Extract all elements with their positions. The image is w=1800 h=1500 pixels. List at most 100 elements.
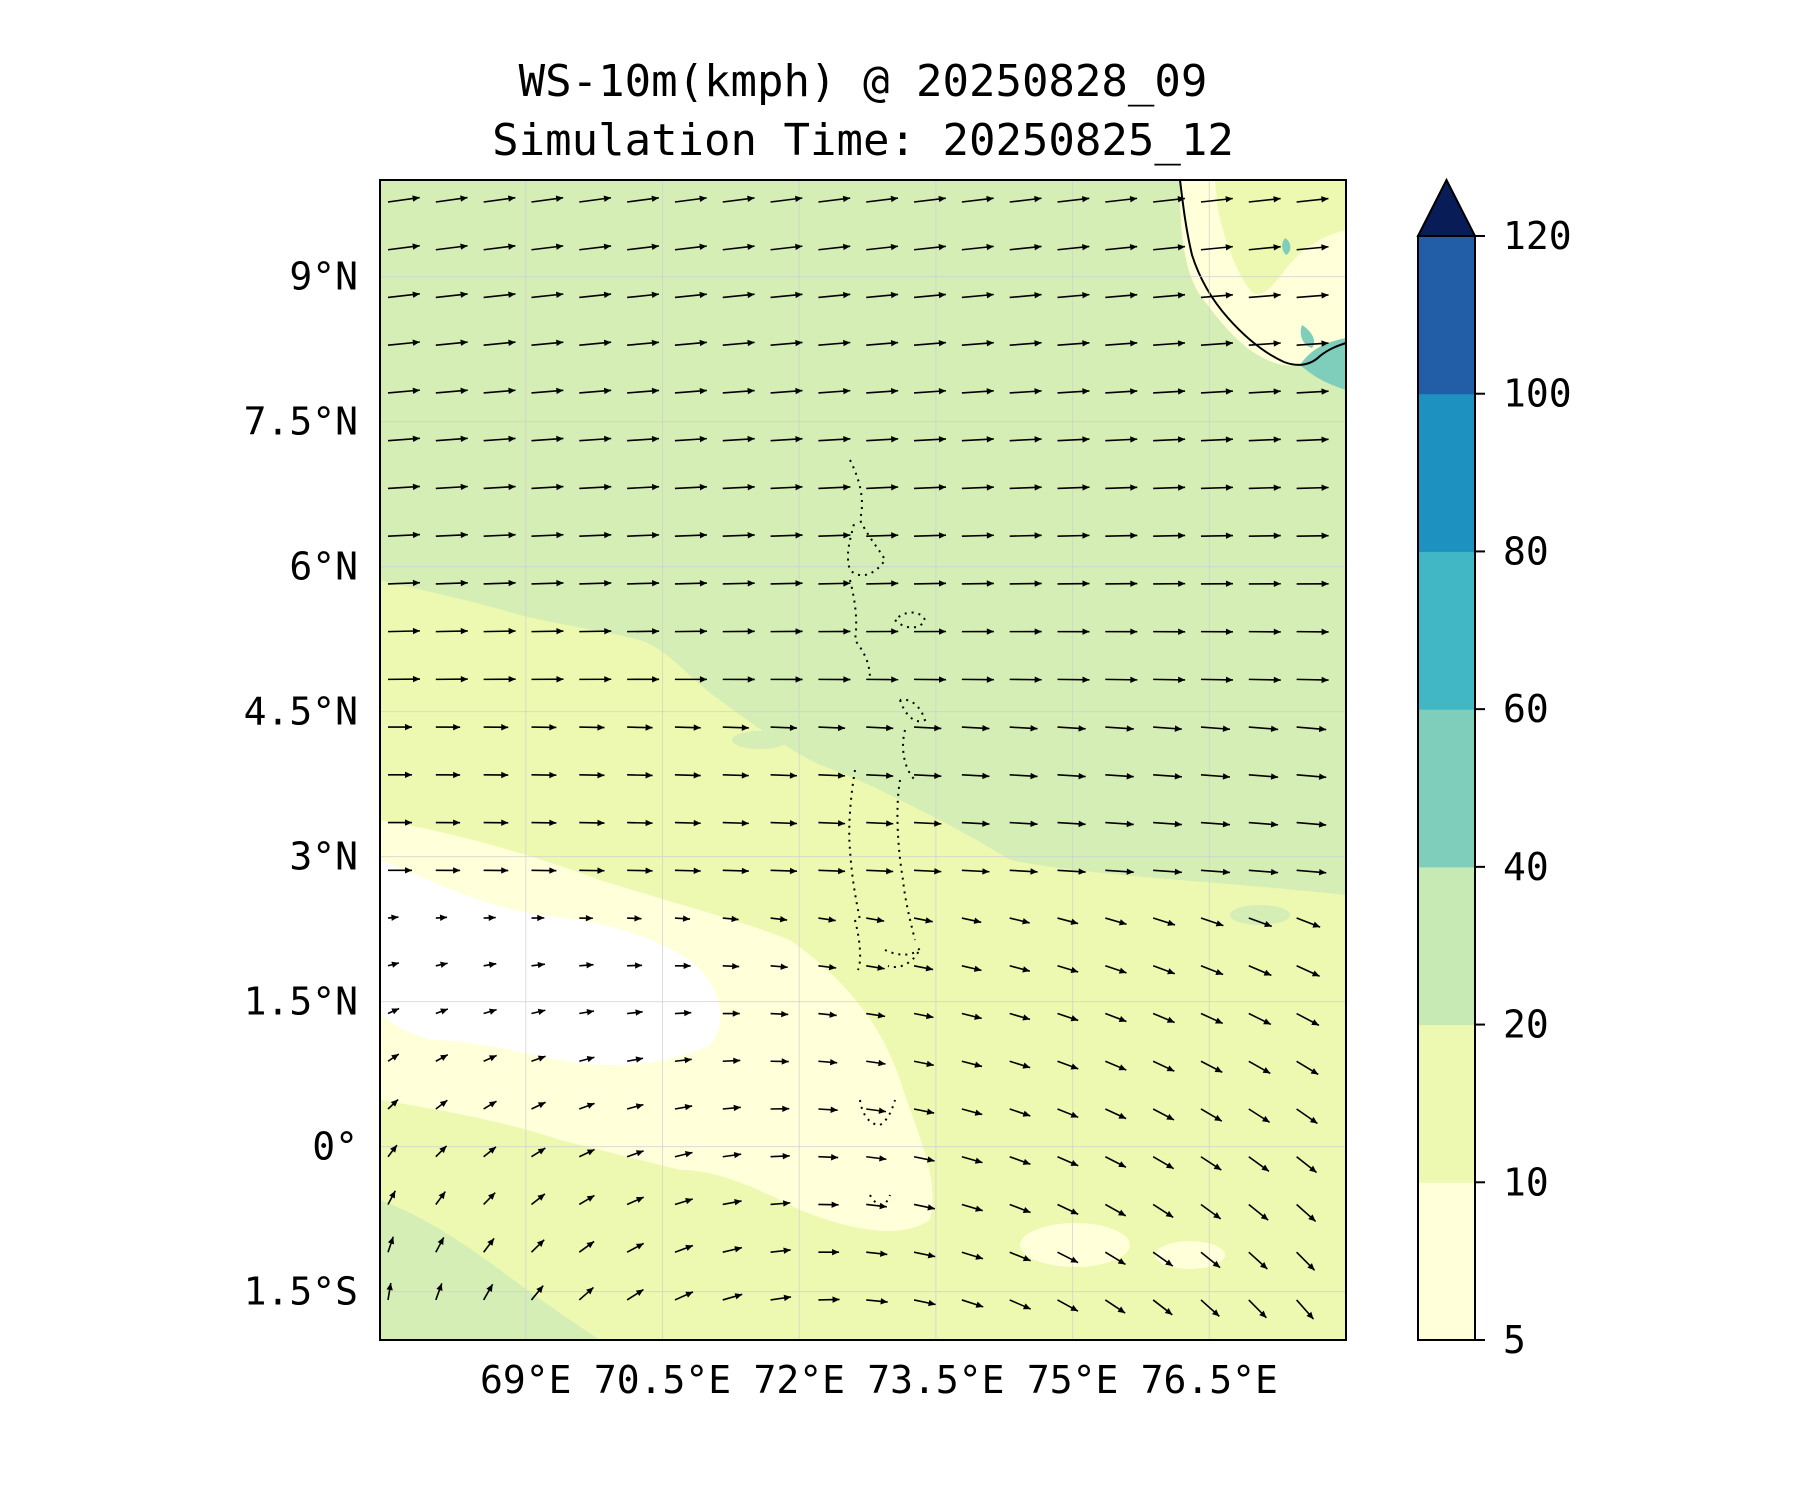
wind-vector-arrow: [1105, 484, 1138, 491]
wind-vector-arrow: [387, 1236, 395, 1253]
wind-vector-arrow: [531, 195, 564, 203]
wind-vector-arrow: [579, 483, 612, 491]
wind-vector-arrow: [579, 676, 612, 683]
wind-vector-arrow: [866, 1012, 886, 1019]
wind-vector-arrow: [1200, 628, 1233, 635]
wind-vector-arrow: [483, 579, 516, 587]
wind-vector-arrow: [1296, 869, 1327, 876]
wind-vector-arrow: [1009, 1251, 1031, 1262]
wind-vector-arrow: [674, 243, 707, 251]
wind-vector-arrow: [722, 483, 755, 491]
wind-vector-arrow: [913, 388, 947, 395]
wind-vector-arrow: [866, 628, 899, 635]
wind-vector-arrow: [674, 531, 707, 539]
wind-vector-arrow: [387, 339, 420, 347]
wind-vector-arrow: [626, 1196, 645, 1206]
wind-vector-arrow: [1248, 532, 1281, 539]
wind-vector-arrow: [866, 195, 899, 203]
wind-vector-arrow: [1200, 821, 1231, 828]
wind-vector-arrow: [1105, 1060, 1127, 1071]
wind-vector-arrow: [818, 387, 851, 395]
wind-vector-arrow: [818, 339, 851, 347]
wind-vector-arrow: [579, 339, 612, 347]
wind-vector-arrow: [1248, 340, 1281, 347]
wind-vector-arrow: [1057, 580, 1090, 587]
wind-vector-arrow: [722, 676, 755, 683]
wind-vector-arrow: [1105, 868, 1134, 875]
wind-vector-arrow: [770, 1058, 789, 1065]
wind-vector-arrow: [1296, 340, 1329, 347]
wind-vector-arrow: [961, 388, 994, 395]
wind-vector-arrow: [483, 243, 516, 251]
wind-field-patch: [1230, 905, 1290, 925]
wind-vector-arrow: [1104, 1251, 1126, 1266]
wind-vector-arrow: [674, 291, 707, 299]
wind-vector-arrow: [1296, 725, 1327, 733]
wind-vector-arrow: [435, 579, 468, 587]
wind-vector-arrow: [674, 387, 707, 395]
wind-vector-arrow: [483, 1146, 497, 1158]
y-tick-label: 9°N: [289, 255, 358, 299]
wind-vector-arrow: [722, 963, 740, 970]
y-tick-label: 3°N: [289, 835, 358, 879]
wind-vector-arrow: [1153, 820, 1182, 828]
x-tick-label: 75°E: [1027, 1358, 1119, 1402]
wind-vector-arrow: [579, 531, 612, 539]
wind-vector-arrow: [1153, 292, 1186, 299]
wind-vector-arrow: [579, 1055, 595, 1063]
wind-vector-arrow: [1057, 628, 1090, 635]
wind-vector-arrow: [722, 243, 755, 251]
wind-vector-arrow: [1248, 196, 1281, 203]
wind-vector-arrow: [770, 1247, 791, 1254]
wind-vector-arrow: [866, 772, 894, 779]
wind-vector-arrow: [1057, 868, 1086, 875]
wind-vector-arrow: [913, 965, 934, 972]
wind-vector-arrow: [1105, 532, 1138, 539]
wind-vector-arrow: [627, 1009, 643, 1016]
wind-vector-arrow: [1057, 1251, 1079, 1264]
wind-vector-arrow: [579, 195, 612, 203]
wind-vector-arrow: [866, 291, 899, 299]
wind-vector-arrow: [483, 914, 496, 922]
wind-vector-arrow: [1009, 1203, 1031, 1214]
wind-vector-arrow: [387, 675, 421, 683]
wind-vector-arrow: [1152, 1012, 1175, 1024]
wind-vector-arrow: [722, 772, 749, 779]
wind-vector-arrow: [579, 579, 612, 587]
wind-vector-arrow: [531, 291, 564, 299]
colorbar-frame: [1417, 235, 1476, 1341]
wind-vector-arrow: [961, 243, 994, 251]
wind-vectors: [386, 195, 1329, 1320]
wind-vector-arrow: [435, 1145, 448, 1158]
wind-vector-arrow: [483, 435, 516, 443]
wind-vector-arrow: [961, 195, 994, 203]
wind-vector-arrow: [1009, 580, 1042, 587]
wind-vector-arrow: [770, 1152, 790, 1160]
wind-vector-arrow: [579, 1102, 595, 1110]
wind-vector-arrow: [1104, 1156, 1127, 1168]
wind-vector-arrow: [1105, 388, 1138, 395]
wind-vector-arrow: [483, 819, 509, 826]
wind-vector-arrow: [913, 243, 946, 251]
wind-vector-arrow: [1200, 1251, 1221, 1269]
wind-vector-arrow: [961, 340, 994, 347]
wind-field-patch: [732, 731, 788, 749]
wind-vector-arrow: [626, 1056, 644, 1063]
wind-vector-arrow: [1296, 917, 1321, 928]
wind-vector-arrow: [1200, 580, 1233, 587]
wind-vector-arrow: [914, 676, 947, 683]
wind-field-calm-region: [380, 860, 721, 1065]
wind-vector-arrow: [1248, 388, 1281, 395]
wind-vector-arrow: [1153, 532, 1186, 539]
wind-vector-arrow: [1248, 1299, 1267, 1319]
wind-vector-arrow: [674, 195, 707, 203]
wind-vector-arrow: [1152, 1060, 1175, 1072]
wind-vector-arrow: [483, 961, 497, 968]
wind-vector-arrow: [674, 1244, 694, 1253]
wind-vector-arrow: [770, 291, 803, 299]
wind-vector-arrow: [961, 580, 994, 587]
wind-vector-arrow: [1009, 1155, 1031, 1165]
wind-vector-arrow: [387, 1007, 400, 1015]
wind-vector-arrow: [579, 914, 593, 922]
wind-vector-arrow: [531, 1008, 546, 1015]
